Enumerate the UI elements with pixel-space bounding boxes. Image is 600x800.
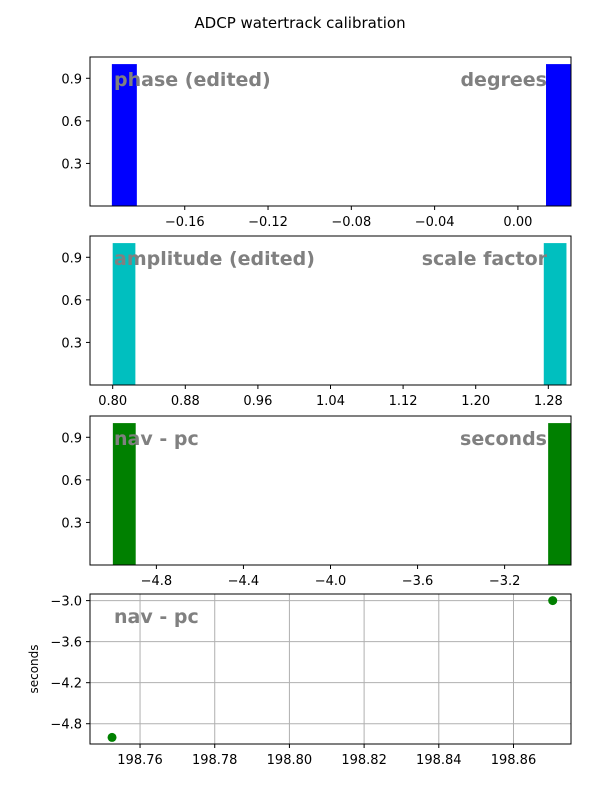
x-tick-label: −3.6 — [402, 574, 434, 589]
x-tick-label: 0.96 — [243, 394, 272, 409]
panel-label-left: nav - pc — [114, 428, 199, 450]
x-tick-label: 1.20 — [461, 394, 490, 409]
x-tick-label: 1.28 — [534, 394, 563, 409]
y-tick-label: 0.6 — [61, 294, 82, 309]
panel-label-left: amplitude (edited) — [114, 248, 315, 270]
x-tick-label: −3.2 — [489, 574, 521, 589]
chart-panel-4: 198.76 198.78 198.80 198.82 198.84 198.86 −4.8… — [27, 593, 572, 768]
x-tick-label: −0.08 — [331, 215, 371, 230]
x-tick-label: 198.86 — [491, 753, 537, 768]
chart-panel-3: −4.8 −4.4 −4.0 −3.6 −3.2 0.3 0.6 0.9 nav - pc sec… — [61, 415, 572, 589]
histogram-bar — [546, 64, 571, 206]
y-tick-label: −4.8 — [50, 718, 82, 733]
axes-frame — [89, 56, 572, 207]
axes-frame — [89, 593, 572, 745]
y-tick-label: 0.6 — [61, 474, 82, 489]
figure-title: ADCP watertrack calibration — [194, 14, 405, 32]
x-tick-label: 0.88 — [171, 394, 200, 409]
panel-label-right: scale factor — [422, 248, 548, 270]
histogram-bar — [111, 64, 137, 206]
y-tick-label: −3.6 — [50, 636, 82, 651]
panel-label-left: nav - pc — [114, 606, 199, 628]
panel-label-right: degrees — [460, 69, 547, 91]
x-tick-label: −4.0 — [315, 574, 347, 589]
chart-panel-1: −0.16 −0.12 −0.08 −0.04 0.00 0.3 0.6 0.9 phase (… — [61, 56, 572, 230]
panel-label-right: seconds — [460, 428, 547, 450]
x-tick-label: 1.12 — [389, 394, 418, 409]
x-tick-label: 198.82 — [341, 753, 387, 768]
x-tick-label: 0.80 — [98, 394, 127, 409]
y-tick-label: −4.2 — [50, 677, 82, 692]
y-tick-label: 0.6 — [61, 115, 82, 130]
x-tick-label: 198.84 — [416, 753, 462, 768]
y-tick-label: −3.0 — [50, 595, 82, 610]
y-axis-label: seconds — [27, 644, 41, 693]
x-tick-label: −4.8 — [141, 574, 173, 589]
x-tick-label: −0.12 — [248, 215, 288, 230]
y-tick-label: 0.3 — [61, 336, 82, 351]
y-tick-label: 0.3 — [61, 516, 82, 531]
x-tick-label: 198.76 — [117, 753, 163, 768]
x-tick-label: 1.04 — [316, 394, 345, 409]
y-tick-label: 0.3 — [61, 157, 82, 172]
histogram-bar — [112, 243, 136, 385]
x-tick-label: 0.00 — [503, 215, 532, 230]
panel-label-left: phase (edited) — [114, 69, 271, 91]
x-tick-label: 198.80 — [267, 753, 313, 768]
x-tick-label: −0.04 — [415, 215, 455, 230]
x-tick-label: 198.78 — [192, 753, 238, 768]
y-tick-label: 0.9 — [61, 72, 82, 87]
x-tick-label: −0.16 — [165, 215, 205, 230]
histogram-bar — [112, 423, 136, 565]
y-tick-label: 0.9 — [61, 251, 82, 266]
histogram-bar — [543, 243, 567, 385]
histogram-bar — [548, 423, 571, 565]
x-tick-label: −4.4 — [228, 574, 260, 589]
scatter-point — [107, 732, 117, 742]
y-tick-label: 0.9 — [61, 431, 82, 446]
chart-panel-2: 0.80 0.88 0.96 1.04 1.12 1.20 1.28 0.3 0.6 0.9 amp… — [61, 235, 572, 409]
scatter-point — [548, 596, 558, 606]
